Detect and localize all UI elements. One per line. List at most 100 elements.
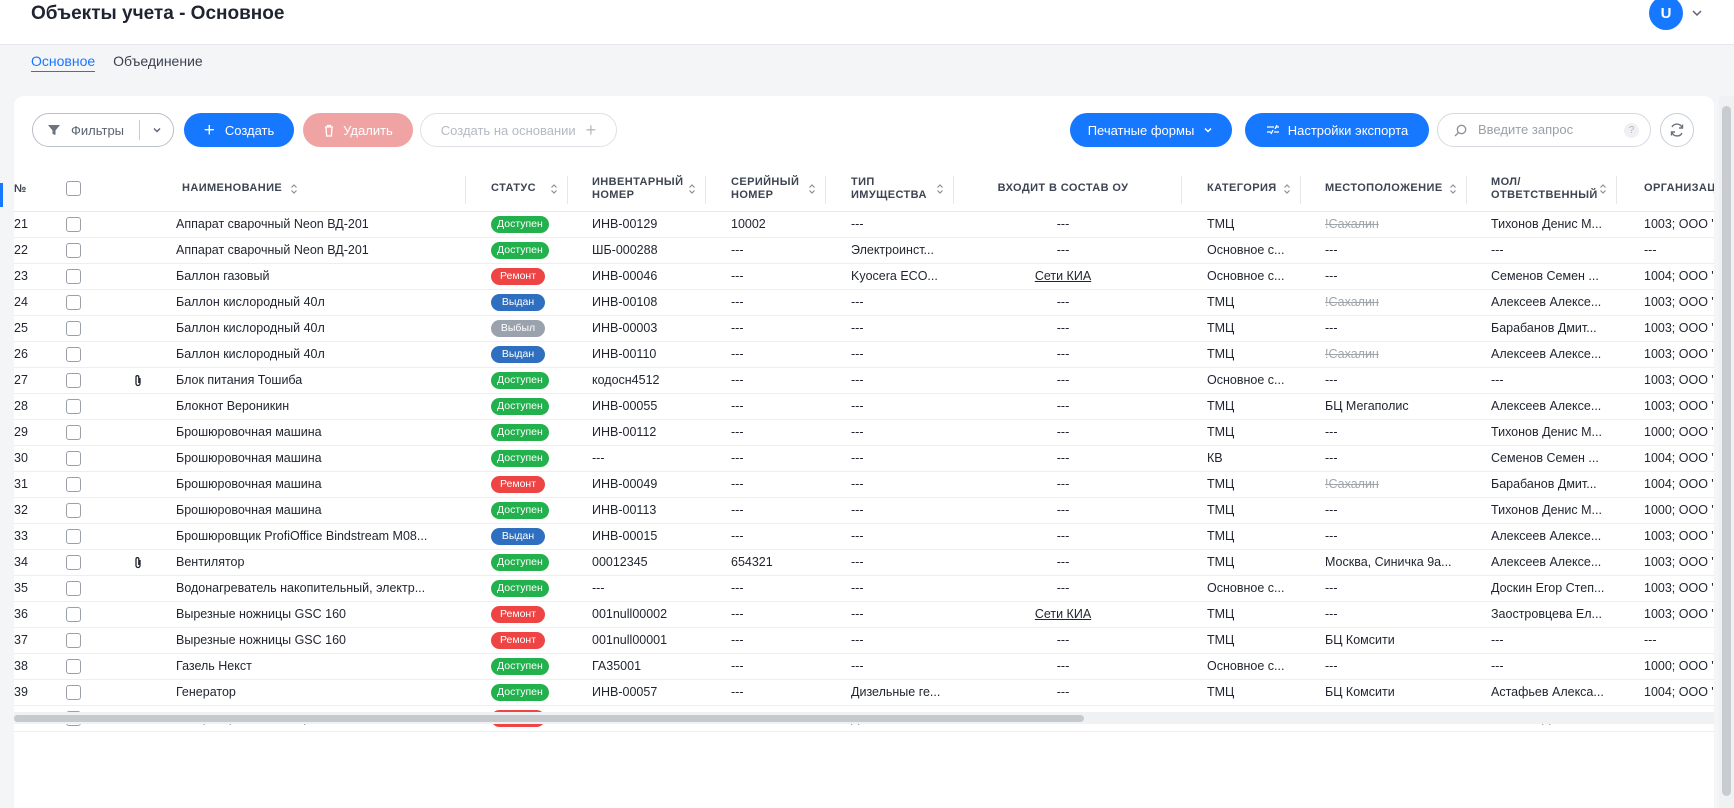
col-header-responsible[interactable]: МОЛ/ОТВЕТСТВЕННЫЙ [1467,167,1617,212]
row-checkbox[interactable] [66,658,81,674]
column-divider[interactable] [1466,176,1467,204]
chevron-down-icon[interactable] [151,124,163,136]
item-name[interactable]: Баллон кислородный 40л [176,347,325,361]
item-name[interactable]: Баллон кислородный 40л [176,321,325,335]
sort-icon[interactable] [290,183,298,195]
tab-main[interactable]: Основное [31,53,96,72]
delete-button[interactable]: Удалить [303,113,413,147]
sort-icon[interactable] [1449,183,1457,195]
row-checkbox[interactable] [66,528,81,544]
item-name[interactable]: Вентилятор [176,555,245,569]
col-header-property-type[interactable]: ТИП ИМУЩЕСТВА [826,167,954,212]
sort-icon[interactable] [688,183,696,195]
item-name[interactable]: Блок питания Тошиба [176,373,303,387]
paperclip-icon[interactable] [133,556,143,569]
col-header-name[interactable]: НАИМЕНОВАНИЕ [176,167,466,212]
col-header-serial-number[interactable]: СЕРИЙНЫЙ НОМЕР [706,167,826,212]
col-header-status[interactable]: СТАТУС [466,167,568,212]
table-row[interactable]: 24 Баллон кислородный 40л Выдан ИНВ-00108 --… [14,289,1714,315]
item-name[interactable]: Брошюровщик ProfiOffice Bindstream M08..… [176,529,428,543]
column-divider[interactable] [825,176,826,204]
item-name[interactable]: Водонагреватель накопительный, электр... [176,581,426,595]
export-settings-button[interactable]: Настройки экспорта [1245,113,1429,147]
item-name[interactable]: Брошюровочная машина [176,503,322,517]
row-checkbox[interactable] [66,346,81,362]
search-input[interactable] [1478,122,1608,137]
help-icon[interactable]: ? [1624,123,1639,138]
item-name[interactable]: Генератор [176,685,236,699]
table-row[interactable]: 26 Баллон кислородный 40л Выдан ИНВ-00110 --… [14,341,1714,367]
col-header-part-of[interactable]: ВХОДИТ В СОСТАВ ОУ [954,167,1182,212]
row-checkbox[interactable] [66,268,81,284]
column-divider[interactable] [1616,176,1617,204]
item-name[interactable]: Баллон газовый [176,269,270,283]
row-checkbox[interactable] [66,216,81,232]
row-checkbox[interactable] [66,606,81,622]
row-checkbox[interactable] [66,320,81,336]
sort-icon[interactable] [550,183,558,195]
filters-button[interactable]: Фильтры [32,113,174,147]
row-checkbox[interactable] [66,580,81,596]
row-checkbox[interactable] [66,476,81,492]
column-divider[interactable] [705,176,706,204]
column-divider[interactable] [465,176,466,204]
item-name[interactable]: Газель Некст [176,659,252,673]
item-name[interactable]: Баллон кислородный 40л [176,295,325,309]
row-checkbox[interactable] [66,632,81,648]
table-row[interactable]: 29 Брошюровочная машина Доступен ИНВ-00112 -… [14,419,1714,445]
tab-merge[interactable]: Объединение [113,53,203,69]
item-name[interactable]: Брошюровочная машина [176,477,322,491]
row-checkbox[interactable] [66,502,81,518]
item-name[interactable]: Брошюровочная машина [176,451,322,465]
row-checkbox[interactable] [66,398,81,414]
table-row[interactable]: 39 Генератор Доступен ИНВ-00057 --- Дизельные… [14,679,1714,705]
item-name[interactable]: Аппарат сварочный Neon ВД-201 [176,243,369,257]
table-row[interactable]: 35 Водонагреватель накопительный, электр.… [14,575,1714,601]
sort-icon[interactable] [1599,183,1607,195]
table-row[interactable]: 31 Брошюровочная машина Ремонт ИНВ-00049 ---… [14,471,1714,497]
table-row[interactable]: 38 Газель Некст Доступен ГА35001 --- --- --- Ос… [14,653,1714,679]
column-divider[interactable] [567,176,568,204]
row-checkbox[interactable] [66,684,81,700]
table-row[interactable]: 34 Вентилятор Доступен 00012345 654321 --- ---… [14,549,1714,575]
table-row[interactable]: 23 Баллон газовый Ремонт ИНВ-00046 --- Kyocer… [14,263,1714,289]
part-of-link[interactable]: Сети КИА [1034,269,1092,283]
table-row[interactable]: 21 Аппарат сварочный Neon ВД-201 Доступен И… [14,211,1714,237]
row-checkbox[interactable] [66,554,81,570]
table-row[interactable]: 32 Брошюровочная машина Доступен ИНВ-00113 -… [14,497,1714,523]
table-row[interactable]: 27 Блок питания Тошиба Доступен кодосн4512 -… [14,367,1714,393]
sort-icon[interactable] [936,183,944,195]
sort-icon[interactable] [808,183,816,195]
row-checkbox[interactable] [66,294,81,310]
col-header-location[interactable]: МЕСТОПОЛОЖЕНИЕ [1301,167,1467,212]
refresh-button[interactable] [1660,113,1694,147]
column-divider[interactable] [1181,176,1182,204]
table-row[interactable]: 33 Брошюровщик ProfiOffice Bindstream M08… [14,523,1714,549]
item-name[interactable]: Брошюровочная машина [176,425,322,439]
select-all-checkbox[interactable] [66,181,81,197]
item-name[interactable]: Вырезные ножницы GSC 160 [176,633,346,647]
table-row[interactable]: 37 Вырезные ножницы GSC 160 Ремонт 001null0… [14,627,1714,653]
row-checkbox[interactable] [66,450,81,466]
item-name[interactable]: Вырезные ножницы GSC 160 [176,607,346,621]
column-divider[interactable] [953,176,954,204]
table-row[interactable]: 25 Баллон кислородный 40л Выбыл ИНВ-00003 --… [14,315,1714,341]
vertical-scrollbar-thumb[interactable] [1722,106,1731,796]
part-of-link[interactable]: Сети КИА [1034,607,1092,621]
col-header-inventory-number[interactable]: ИНВЕНТАРНЫЙ НОМЕР [568,167,706,212]
column-divider[interactable] [1300,176,1301,204]
create-button[interactable]: + Создать [184,113,294,147]
paperclip-icon[interactable] [133,374,143,387]
sort-icon[interactable] [1283,183,1291,195]
table-row[interactable]: 22 Аппарат сварочный Neon ВД-201 Доступен Ш… [14,237,1714,263]
user-avatar[interactable]: U [1649,0,1683,30]
horizontal-scrollbar-thumb[interactable] [14,715,1084,722]
table-row[interactable]: 36 Вырезные ножницы GSC 160 Ремонт 001null0… [14,601,1714,627]
table-row[interactable]: 28 Блокнот Вероникин Доступен ИНВ-00055 --- -… [14,393,1714,419]
create-based-on-button[interactable]: Создать на основании + [420,113,617,147]
col-header-organization[interactable]: ОРГАНИЗАЦИЯ [1617,167,1714,212]
row-checkbox[interactable] [66,372,81,388]
item-name[interactable]: Аппарат сварочный Neon ВД-201 [176,217,369,231]
row-checkbox[interactable] [66,242,81,258]
print-forms-button[interactable]: Печатные формы [1070,113,1232,147]
